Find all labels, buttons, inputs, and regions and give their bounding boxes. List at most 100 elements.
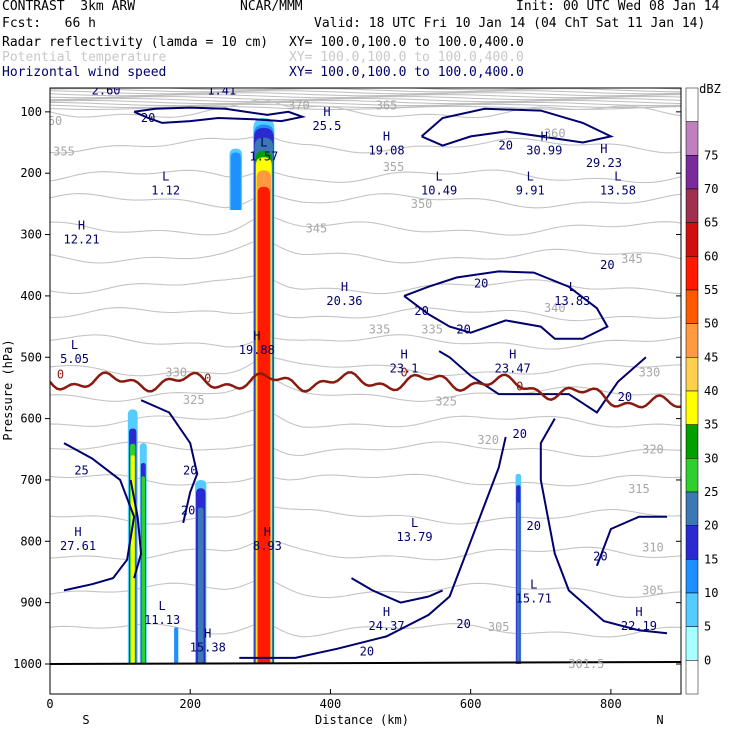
extremum-kind: L: [159, 599, 166, 613]
extremum-kind: L: [569, 280, 576, 294]
theta-line: [50, 193, 681, 209]
extremum-kind: L: [102, 69, 109, 83]
y-tick-label: 1000: [13, 657, 42, 671]
wind-label: 20: [527, 519, 541, 533]
wind-label: 25: [74, 464, 88, 478]
y-tick-label: 100: [20, 105, 42, 119]
colorbar-level-label: 5: [704, 620, 711, 634]
wind-label: 0: [400, 366, 407, 380]
extremum-value: 23.1: [390, 361, 419, 375]
colorbar-level-label: 60: [704, 249, 718, 263]
ground-line: [50, 661, 681, 665]
theta-label: 370: [288, 99, 310, 113]
theta-line: [50, 88, 545, 89]
theta-line: [50, 135, 681, 154]
theta-line: [50, 102, 681, 106]
extremum-kind: L: [71, 338, 78, 352]
colorbar-level-label: 65: [704, 216, 718, 230]
wind-label: 20: [600, 258, 614, 272]
extremum-value: 19.88: [239, 343, 275, 357]
extremum-value: 22.19: [621, 619, 657, 633]
theta-line: [50, 215, 681, 236]
x-tick-label: 800: [600, 697, 622, 711]
y-axis-label: Pressure (hPa): [1, 339, 15, 440]
colorbar: 0 5 10 15 20 25 30 35 40 45 50 55 60 65 70 75: [685, 87, 718, 695]
extremum-value: 25.5: [312, 119, 341, 133]
theta-line: [50, 307, 681, 322]
wind-label: 0: [204, 372, 211, 386]
theta-label: 355: [53, 145, 75, 159]
wind-label: 20: [141, 111, 155, 125]
colorbar-swatch: [685, 222, 699, 257]
colorbar-level-label: 25: [704, 485, 718, 499]
extremum-value: 30.99: [526, 144, 562, 158]
colorbar-swatch: [685, 491, 699, 526]
theta-line: [50, 538, 681, 561]
extremum-kind: H: [383, 605, 390, 619]
y-tick-label: 500: [20, 350, 42, 364]
colorbar-swatch: [685, 289, 699, 324]
extremum-kind: L: [162, 169, 169, 183]
theta-label: 360: [544, 126, 566, 140]
theta-line: [50, 100, 681, 105]
reflectivity-cell: [141, 476, 146, 664]
colorbar-level-label: 20: [704, 519, 718, 533]
theta-label: 360: [41, 114, 63, 128]
colorbar-level-label: 50: [704, 317, 718, 331]
theta-line: [50, 97, 681, 103]
x-tick-label: 200: [179, 697, 201, 711]
theta-line: [50, 408, 681, 428]
theta-label: 320: [642, 442, 664, 456]
x-end-label-north: N: [656, 713, 663, 727]
extremum-value: 23.47: [495, 361, 531, 375]
theta-label: 330: [639, 366, 661, 380]
wind-label: 0: [57, 367, 64, 381]
extremum-value: 20.36: [326, 294, 362, 308]
colorbar-unit: dBZ: [699, 82, 721, 96]
theta-line: [50, 88, 681, 93]
theta-label: 335: [369, 323, 391, 337]
wind-label: 20: [183, 464, 197, 478]
theta-label: 325: [183, 393, 205, 407]
extremum-value: 13.83: [554, 294, 590, 308]
colorbar-swatch: [685, 424, 699, 459]
wind-label: 20: [474, 277, 488, 291]
extremum-value: 15.38: [190, 640, 226, 654]
extremum-kind: H: [323, 105, 330, 119]
extremum-kind: H: [600, 142, 607, 156]
y-tick-label: 200: [20, 166, 42, 180]
extremum-kind: L: [411, 516, 418, 530]
colorbar-swatch: [685, 559, 699, 594]
extremum-value: 27.61: [60, 539, 96, 553]
extremum-value: 1.41: [207, 83, 236, 97]
wind-contour: [420, 107, 614, 147]
theta-line: [50, 506, 681, 525]
colorbar-swatch: [685, 458, 699, 493]
wind-contour: [539, 418, 668, 635]
theta-line: [50, 578, 681, 599]
wind-label: 20: [456, 323, 470, 337]
wind-contour: [403, 270, 609, 340]
field-theta-xy: XY= 100.0,100.0 to 100.0,400.0: [289, 50, 524, 65]
theta-line: [50, 275, 681, 295]
extremum-kind: H: [204, 626, 211, 640]
theta-label: 305: [488, 620, 510, 634]
theta-label: 325: [435, 394, 457, 408]
model-title: CONTRAST 3km ARW: [2, 0, 136, 14]
colorbar-swatch: [685, 592, 699, 627]
reflectivity-cell: [516, 502, 520, 664]
wind-label: 20: [513, 427, 527, 441]
extremum-value: 24.37: [368, 619, 404, 633]
colorbar-swatch: [685, 155, 699, 190]
wind-contour: [350, 577, 443, 604]
field-theta-name: Potential temperature: [2, 50, 167, 65]
theta-line: [50, 96, 681, 101]
colorbar-level-label: 35: [704, 418, 718, 432]
extremum-value: 8.93: [253, 539, 282, 553]
contour-labels: 360 370 365 360 355 355 350 345 345 340 335 335 330 3…: [41, 69, 664, 671]
theta-label: 315: [628, 482, 650, 496]
colorbar-level-label: 55: [704, 283, 718, 297]
theta-line: [50, 169, 681, 184]
